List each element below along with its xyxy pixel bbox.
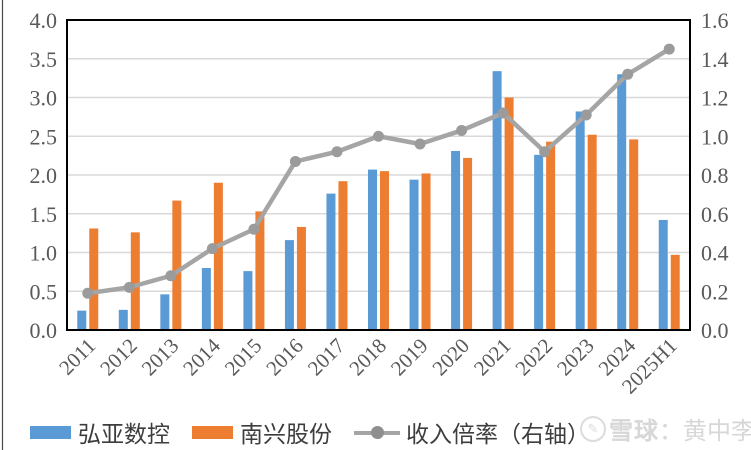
legend-label-hongya: 弘亚数控 [78,421,170,447]
x-axis-label: 2018 [344,334,391,381]
y-axis-label-right: 1.6 [701,8,729,33]
y-axis-label-left: 0.0 [30,318,58,343]
x-axis-label: 2014 [178,333,225,380]
legend-item-revenue-ratio: 收入倍率（右轴） [354,415,590,449]
legend-item-nanxing: 南兴股份 [192,415,332,449]
y-axis-label-left: 1.0 [30,241,58,266]
bar-hongya [77,310,87,330]
bar-hongya [201,268,211,330]
watermark: ✎ 雪球 ： 黄中李 [580,411,751,446]
nanxing-swatch-icon [192,425,233,439]
y-axis-label-right: 0.2 [701,279,729,304]
y-axis-label-left: 2.0 [30,163,58,188]
bar-nanxing [130,232,140,330]
bar-nanxing [296,226,306,330]
watermark-author: 黄中李 [683,418,751,445]
bar-hongya [284,240,294,330]
line-marker [497,107,509,119]
bar-nanxing [546,141,556,330]
y-axis-label-right: 1.0 [701,124,729,149]
line-marker [373,130,384,142]
x-axis-label: 2013 [137,334,184,381]
line-marker [663,43,675,55]
bar-nanxing [670,254,680,330]
watermark-brand: 雪球 [609,418,659,445]
x-axis-label: 2021 [469,334,516,381]
chart-legend: 弘亚数控 南兴股份 收入倍率（右轴） [30,415,612,449]
bar-hongya [118,309,128,330]
line-marker [622,68,634,80]
x-axis-label: 2023 [552,334,599,381]
y-axis-label-right: 1.2 [701,86,729,111]
line-marker [206,243,218,255]
y-axis-label-left: 4.0 [30,8,58,33]
bar-hongya [368,169,377,330]
x-axis-label: 2016 [261,334,308,381]
bar-nanxing [504,97,514,330]
x-axis-label: 2019 [386,334,433,381]
line-marker [248,223,260,235]
line-marker [414,138,426,150]
plot-border [66,19,691,331]
bar-hongya [160,294,170,330]
watermark-separator: ： [659,418,683,445]
line-marker [456,124,468,136]
bar-nanxing [338,181,348,330]
line-marker [539,146,551,158]
y-axis-label-right: 0.8 [701,163,729,188]
bar-hongya [534,154,544,330]
legend-item-hongya: 弘亚数控 [30,415,170,449]
hongya-swatch-icon [30,425,71,439]
bar-nanxing [255,211,265,330]
bar-hongya [409,179,419,330]
x-axis-label: 2022 [510,334,557,381]
bar-hongya [243,271,253,330]
bar-nanxing [89,228,99,330]
line-marker [82,287,94,299]
line-marker [289,155,301,167]
bar-hongya [451,150,461,330]
line-marker-icon [354,425,400,439]
y-axis-label-right: 1.4 [701,47,729,72]
bar-hongya [575,111,585,330]
line-marker [123,281,135,293]
bar-nanxing [380,171,389,330]
line-marker [165,270,177,282]
bar-hongya [492,71,502,331]
bar-nanxing [213,182,223,330]
bar-nanxing [587,134,597,330]
line-marker [331,146,343,158]
legend-label-nanxing: 南兴股份 [240,421,332,447]
y-axis-label-left: 0.5 [30,279,58,304]
bar-hongya [658,219,668,330]
bar-hongya [326,193,336,330]
bar-nanxing [463,157,473,330]
y-axis-label-right: 0.6 [701,202,729,227]
legend-label-revenue-ratio: 收入倍率（右轴） [406,421,590,447]
bar-nanxing [629,139,639,330]
y-axis-label-left: 3.0 [30,86,58,111]
bar-nanxing [421,173,431,330]
bar-nanxing [172,200,182,330]
y-axis-label-right: 0.4 [701,241,729,266]
x-axis-label: 2012 [95,334,142,381]
x-axis-label: 2015 [220,334,267,381]
y-axis-label-right: 0.0 [701,318,729,343]
line-marker [580,109,592,121]
y-axis-label-left: 1.5 [30,202,58,227]
x-axis-label: 2020 [427,334,474,381]
xueqiu-logo-icon: ✎ [580,415,606,442]
x-axis-label: 2011 [54,334,100,380]
y-axis-label-left: 3.5 [30,47,58,72]
bar-hongya [617,74,627,330]
x-axis-label: 2017 [303,334,350,381]
y-axis-label-left: 2.5 [30,124,58,149]
